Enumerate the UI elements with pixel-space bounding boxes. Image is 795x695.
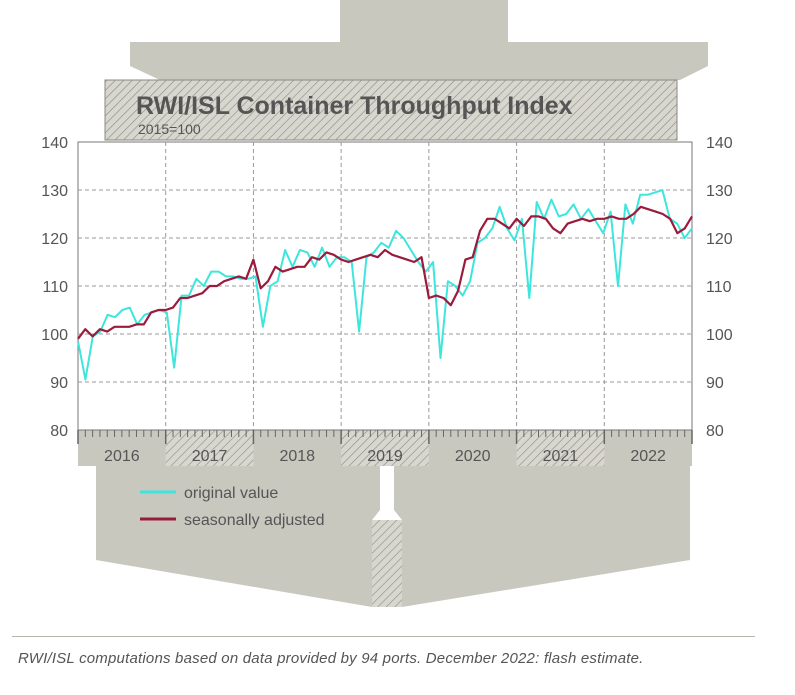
footnote-divider [12,636,755,637]
legend: original value seasonally adjusted [140,485,325,529]
y-tick-label-right: 110 [706,279,732,296]
series-line-original [77,189,693,381]
hull-center-stripe [372,520,402,607]
y-axis-left-labels: 80 90 100 110 120 130 140 [41,135,68,440]
year-label: 2018 [279,448,315,465]
y-tick-label-left: 110 [42,279,68,296]
year-label: 2017 [192,448,228,465]
y-tick-label-right: 100 [706,327,733,344]
title-band [104,79,678,141]
year-label: 2019 [367,448,403,465]
ship-superstructure [130,42,708,80]
series-line-adjusted [77,205,693,340]
y-axis-right-labels: 80 90 100 110 120 130 140 [706,135,733,440]
year-label: 2016 [104,448,140,465]
y-tick-label-left: 130 [41,183,68,200]
chart-title: RWI/ISL Container Throughput Index [136,92,573,120]
year-label: 2021 [543,448,579,465]
x-axis-ticks [77,430,693,444]
y-tick-label-left: 100 [41,327,68,344]
chart-grid [77,141,693,431]
y-tick-label-right: 80 [706,423,724,440]
ship-funnel [340,0,508,42]
y-tick-label-left: 90 [50,375,68,392]
footnote: RWI/ISL computations based on data provi… [18,650,644,667]
legend-label-adjusted: seasonally adjusted [184,512,325,529]
data-lines [77,189,693,381]
ship-hull-left [96,466,380,607]
y-tick-label-right: 120 [706,231,733,248]
x-axis-year-labels: 2016 2017 2018 2019 2020 2021 2022 [104,448,666,465]
y-tick-label-right: 140 [706,135,733,152]
year-label: 2020 [455,448,491,465]
y-tick-label-left: 120 [41,231,68,248]
chart-subtitle: 2015=100 [138,121,201,137]
legend-label-original: original value [184,485,278,502]
y-tick-label-right: 90 [706,375,724,392]
y-tick-label-left: 80 [50,423,68,440]
ship-hull-right [394,466,690,607]
year-label: 2022 [630,448,666,465]
y-tick-label-right: 130 [706,183,733,200]
y-tick-label-left: 140 [41,135,68,152]
